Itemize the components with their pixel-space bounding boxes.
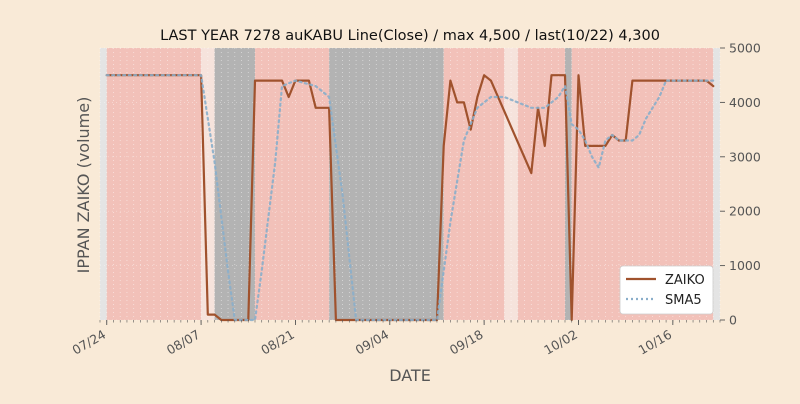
legend-label-zaiko: ZAIKO [665,273,705,288]
y-tick-label-2: 2000 [729,204,761,219]
y-axis-label: IPPAN ZAIKO (volume) [74,97,93,274]
legend-label-sma5: SMA5 [665,293,702,308]
y-tick-label-4: 4000 [729,95,761,110]
y-tick-label-1: 1000 [729,258,761,273]
series-line-zaiko [105,74,715,322]
grid-lines [99,47,721,321]
y-tick-label-0: 0 [729,313,737,328]
chart-title: LAST YEAR 7278 auKABU Line(Close) / max … [160,28,660,44]
y-axis: 0 1000 2000 3000 4000 5000 [720,41,761,328]
background-span-0 [100,48,107,320]
legend: ZAIKO SMA5 [619,265,714,315]
x-axis-label: DATE [389,366,431,385]
y-tick-label-3: 3000 [729,149,761,164]
background-span-9 [517,48,565,320]
series-lines [105,74,715,322]
background-span-12 [713,48,720,320]
y-tick-label-5: 5000 [729,41,761,56]
series-line-sma5 [105,74,715,322]
background-span-6 [329,48,444,320]
